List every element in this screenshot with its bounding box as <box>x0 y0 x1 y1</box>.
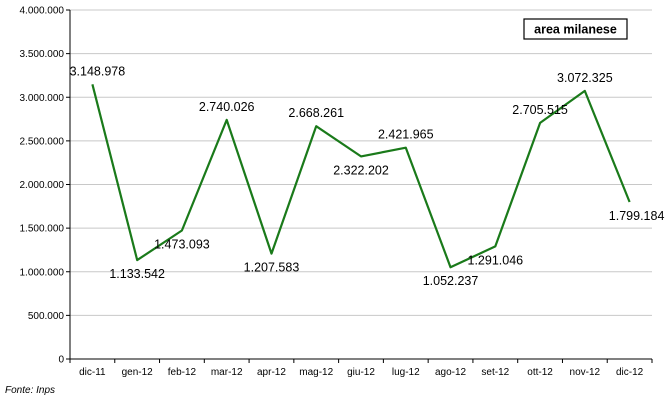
data-label: 1.291.046 <box>468 253 524 267</box>
data-label: 2.705.515 <box>512 103 568 117</box>
data-label: 2.421.965 <box>378 128 434 142</box>
data-label: 1.052.237 <box>423 274 479 288</box>
data-label: 1.207.583 <box>244 261 300 275</box>
data-label: 3.148.978 <box>70 64 126 78</box>
y-tick-label: 4.000.000 <box>20 6 65 17</box>
x-tick-label: mar-12 <box>211 367 243 378</box>
y-axis-ticks: 0 500.000 1.000.000 1.500.000 2.000.000 2.500… <box>20 6 70 366</box>
data-label: 1.473.093 <box>154 237 210 251</box>
y-tick-label: 3.500.000 <box>20 49 65 60</box>
data-label: 1.133.542 <box>109 267 165 281</box>
legend-box <box>523 18 628 40</box>
series-area-milanese <box>91 84 631 269</box>
x-tick-label: gen-12 <box>122 367 154 378</box>
data-label: 2.668.261 <box>288 106 344 120</box>
data-labels: 3.148.978 1.133.542 1.473.093 2.740.026 1.20… <box>70 64 665 288</box>
x-axis-ticks: dic-11 gen-12 feb-12 mar-12 apr-12 mag-12 giu-… <box>69 359 653 378</box>
x-tick-label: dic-11 <box>79 367 106 378</box>
x-tick-label: dic-12 <box>616 367 644 378</box>
legend: area milanese <box>523 18 628 40</box>
data-label: 3.072.325 <box>557 71 613 85</box>
y-tick-label: 2.500.000 <box>20 136 65 147</box>
y-tick-label: 3.000.000 <box>20 93 65 104</box>
y-tick-label: 500.000 <box>28 311 65 322</box>
x-tick-label: ago-12 <box>435 367 467 378</box>
x-tick-label: nov-12 <box>570 367 601 378</box>
x-tick-label: lug-12 <box>392 367 420 378</box>
y-tick-label: 1.000.000 <box>20 267 65 278</box>
y-tick-label: 1.500.000 <box>20 224 65 235</box>
gridlines <box>70 9 652 316</box>
data-label: 1.799.184 <box>609 209 665 223</box>
x-tick-label: feb-12 <box>168 367 197 378</box>
x-tick-label: apr-12 <box>257 367 286 378</box>
data-label: 2.740.026 <box>199 100 255 114</box>
data-label: 2.322.202 <box>333 163 389 177</box>
x-tick-label: set-12 <box>481 367 509 378</box>
series-line <box>91 84 631 269</box>
x-tick-label: ott-12 <box>527 367 553 378</box>
source-note: Fonte: Inps <box>5 385 56 396</box>
legend-series-label: area milanese <box>534 23 617 37</box>
y-tick-label: 2.000.000 <box>20 180 65 191</box>
x-tick-label: mag-12 <box>299 367 333 378</box>
x-tick-label: giu-12 <box>347 367 375 378</box>
y-tick-label: 0 <box>58 355 64 366</box>
